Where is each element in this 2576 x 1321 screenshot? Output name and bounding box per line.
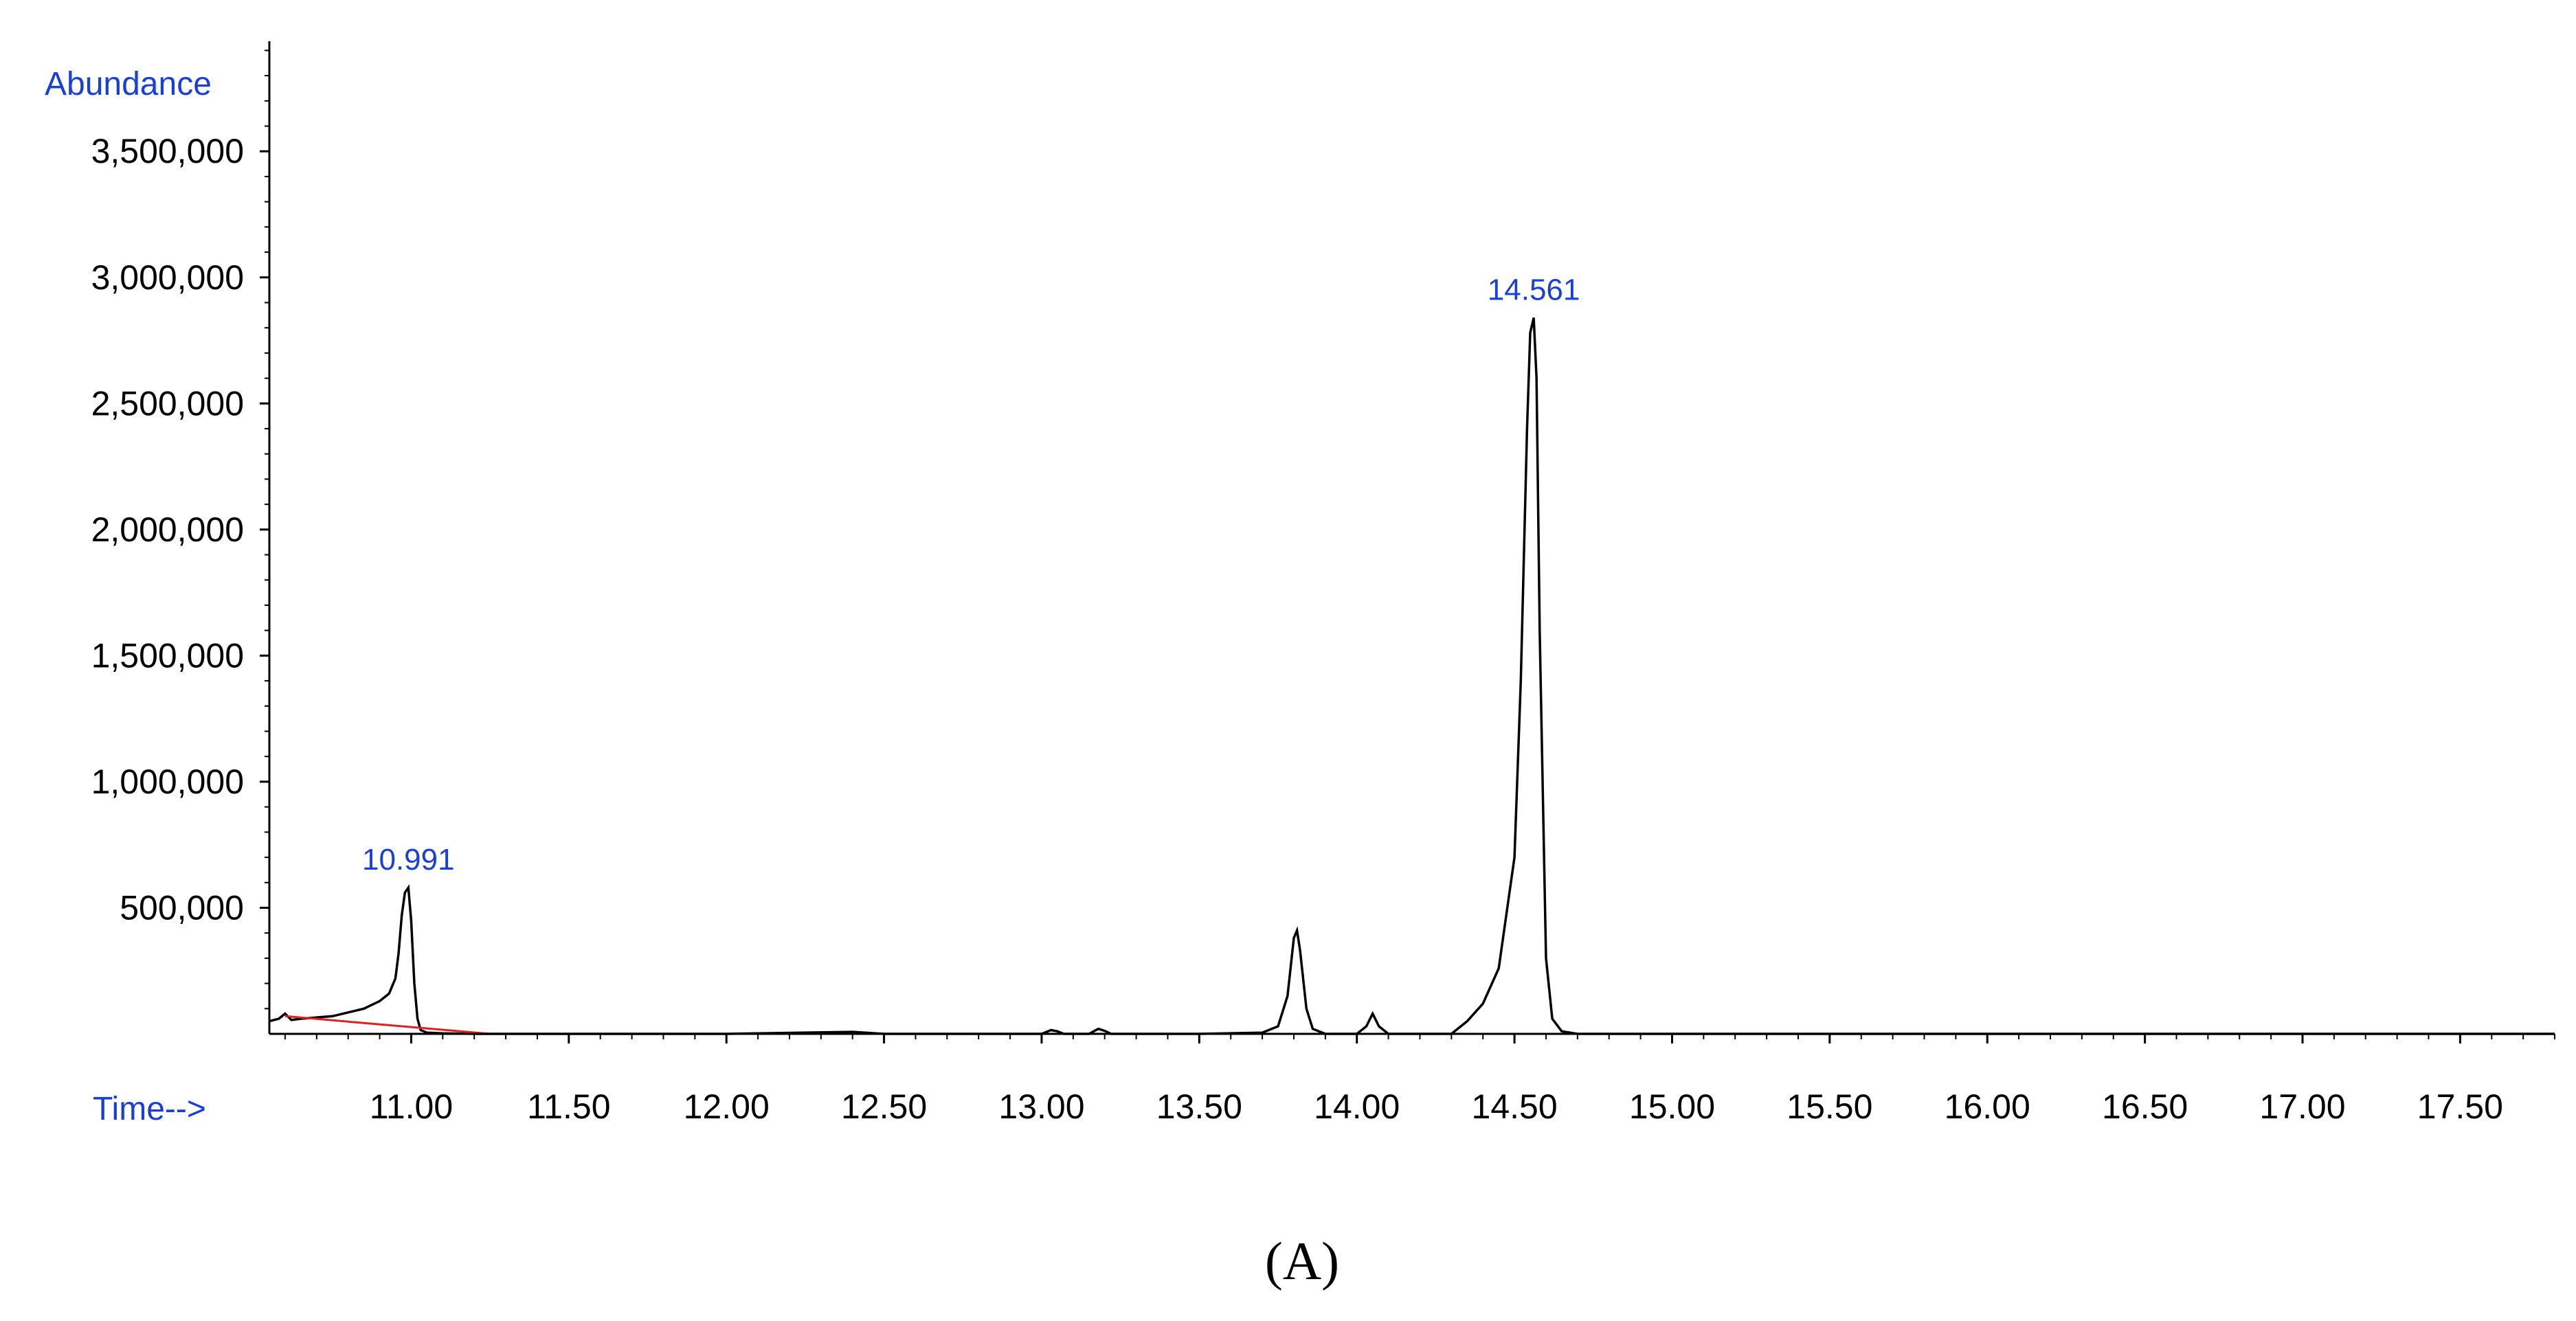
y-tick-label: 2,000,000 xyxy=(91,510,244,549)
x-tick-label: 15.00 xyxy=(1629,1087,1715,1126)
chromatogram-traces xyxy=(269,317,2555,1035)
chromatogram-trace xyxy=(269,317,2555,1035)
x-tick-label: 11.00 xyxy=(370,1087,453,1126)
x-tick-label: 11.50 xyxy=(527,1087,610,1126)
x-tick-label: 14.50 xyxy=(1472,1087,1558,1126)
panel-label: (A) xyxy=(1265,1231,1339,1291)
y-tick-label: 1,500,000 xyxy=(91,636,244,675)
peak-annotations: 10.991 14.561 xyxy=(362,273,1580,877)
peak-label: 10.991 xyxy=(362,843,455,877)
x-tick-label: 13.00 xyxy=(998,1087,1084,1126)
x-tick-label: 14.00 xyxy=(1314,1087,1400,1126)
x-tick-label: 12.00 xyxy=(684,1087,770,1126)
x-tick-label: 13.50 xyxy=(1156,1087,1242,1126)
y-tick-label: 3,000,000 xyxy=(91,258,244,297)
y-axis-ticks: 500,000 1,000,000 1,500,000 2,000,000 2,500,… xyxy=(91,49,269,1010)
y-tick-label: 3,500,000 xyxy=(91,132,244,170)
x-tick-label: 16.50 xyxy=(2102,1087,2188,1126)
x-tick-label: 17.50 xyxy=(2417,1087,2503,1126)
x-axis-title: Time--> xyxy=(93,1091,206,1127)
y-tick-label: 500,000 xyxy=(120,888,244,927)
x-tick-label: 12.50 xyxy=(841,1087,927,1126)
y-tick-label: 1,000,000 xyxy=(91,763,244,801)
x-tick-label: 16.00 xyxy=(1945,1087,2030,1126)
peak-label: 14.561 xyxy=(1488,273,1580,307)
y-axis-title: Abundance xyxy=(45,66,212,102)
x-tick-label: 15.50 xyxy=(1787,1087,1872,1126)
x-axis-ticks: 11.00 11.50 12.00 12.50 13.00 13.50 14.00 14.50… xyxy=(284,1034,2555,1126)
y-tick-label: 2,500,000 xyxy=(91,384,244,422)
x-tick-label: 17.00 xyxy=(2259,1087,2345,1126)
integration-baseline xyxy=(284,1015,491,1035)
